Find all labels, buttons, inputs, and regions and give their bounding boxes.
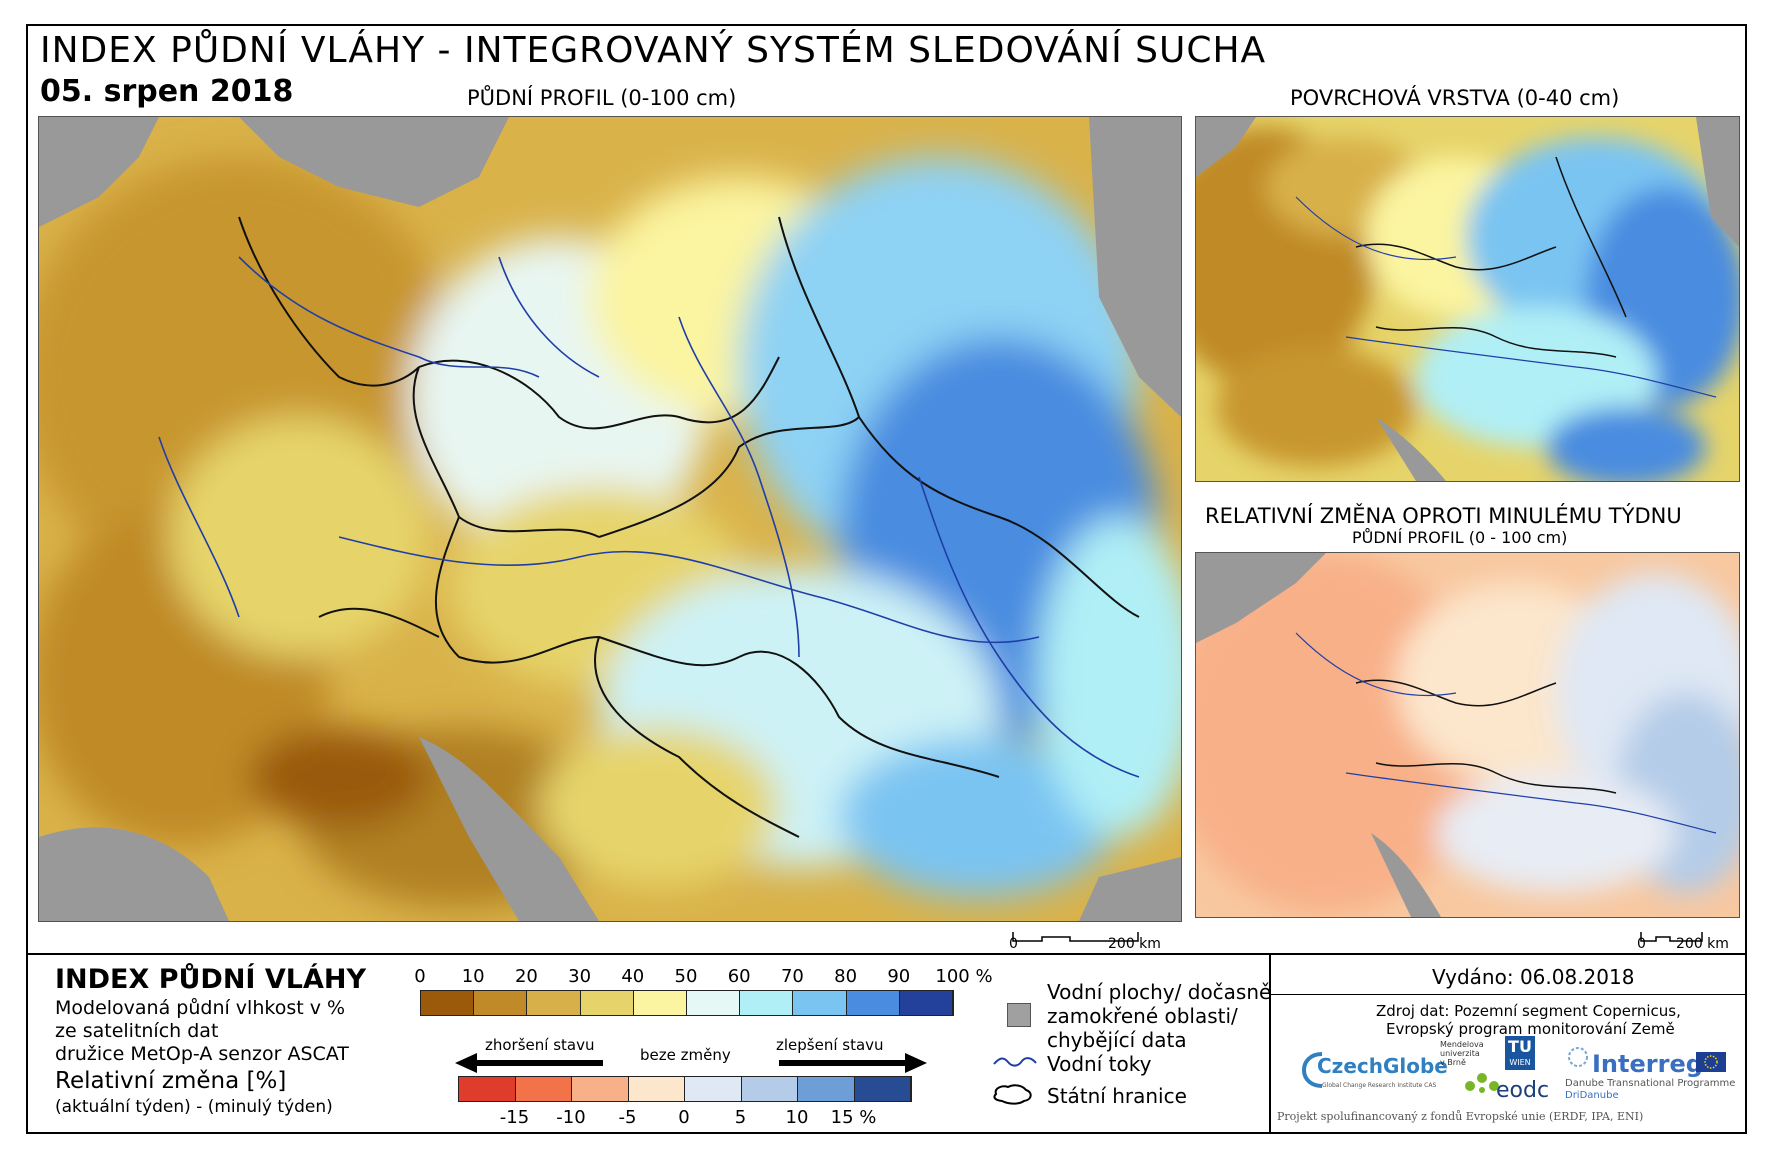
eodc-logo: eodc <box>1496 1078 1550 1103</box>
tu-wien-logo: TU WIEN <box>1505 1036 1535 1070</box>
main-soil-moisture-map <box>38 116 1182 922</box>
legend-tick-label: -10 <box>556 1107 586 1128</box>
legend-color-cell <box>421 991 475 1015</box>
legend-desc-2: ze satelitních dat <box>55 1020 219 1042</box>
legend-color-cell <box>798 1077 855 1101</box>
nochange-label: beze změny <box>640 1046 731 1064</box>
interreg-emblem-icon <box>1565 1044 1591 1070</box>
legend-tick-label: 5 <box>734 1107 747 1128</box>
legend-color-cell <box>572 1077 629 1101</box>
legend-tick-label: 50 <box>674 966 698 987</box>
czechglobe-logo <box>1301 1048 1432 1088</box>
legend-color-cell <box>740 991 794 1015</box>
water-label-3: chybějící data <box>1047 1028 1187 1052</box>
moisture-color-bar <box>420 990 954 1016</box>
legend-tick-label: 100 % <box>935 966 993 987</box>
legend-desc-3: družice MetOp-A senzor ASCAT <box>55 1043 349 1065</box>
date-label: 05. srpen 2018 <box>40 74 294 109</box>
legend-tick-label: 0 <box>678 1107 690 1128</box>
water-label-1: Vodní plochy/ dočasně <box>1047 980 1272 1004</box>
czechglobe-sub: Global Change Research Institute CAS <box>1322 1082 1437 1089</box>
project-note: Projekt spolufinancovaný z fondů Evropsk… <box>1277 1110 1644 1123</box>
main-map-scalebar <box>1012 928 1140 946</box>
change-map-scalebar <box>1640 928 1704 946</box>
borders-label: Státní hranice <box>1047 1084 1187 1108</box>
interreg-sub-1: Danube Transnational Programme <box>1565 1078 1736 1089</box>
water-swatch <box>1007 1003 1031 1027</box>
legend-color-cell <box>515 1077 572 1101</box>
moisture-tick-labels: 0 10 20 30 40 50 60 70 80 90 100 % <box>414 966 992 988</box>
rivers-label: Vodní toky <box>1047 1052 1152 1076</box>
legend-desc-1: Modelovaná půdní vlhkost v % <box>55 997 346 1019</box>
legend-color-cell <box>459 1077 516 1101</box>
legend-color-cell <box>474 991 528 1015</box>
legend-tick-label: 10 <box>461 966 485 987</box>
source-line-1: Zdroj dat: Pozemní segment Copernicus, <box>1376 1002 1681 1020</box>
page-title: INDEX PŮDNÍ VLÁHY - INTEGROVANÝ SYSTÉM S… <box>40 30 1267 71</box>
surface-map-label: POVRCHOVÁ VRSTVA (0-40 cm) <box>1290 86 1620 110</box>
legend-tick-label: 20 <box>514 966 538 987</box>
border-icon <box>990 1082 1036 1106</box>
legend-tick-label: 30 <box>568 966 592 987</box>
legend-title: INDEX PŮDNÍ VLÁHY <box>55 964 367 995</box>
issued-divider <box>1271 994 1747 995</box>
legend-divider <box>26 953 1747 955</box>
interreg-sub-2: DriDanube <box>1565 1090 1619 1101</box>
legend-tick-label: -5 <box>618 1107 637 1128</box>
czechglobe-text: CzechGlobe <box>1317 1054 1448 1078</box>
legend-tick-label: 60 <box>727 966 751 987</box>
legend-color-cell <box>741 1077 798 1101</box>
footer-divider <box>1269 953 1271 1134</box>
legend-tick-label: 80 <box>834 966 858 987</box>
legend-color-cell <box>846 991 900 1015</box>
legend-color-cell <box>633 991 687 1015</box>
legend-tick-label: 10 <box>785 1107 809 1128</box>
change-tick-labels: -15 -10 -5 0 5 10 15 % <box>458 1107 910 1129</box>
issued-date: Vydáno: 06.08.2018 <box>1432 965 1635 989</box>
legend-tick-label: 40 <box>621 966 645 987</box>
relative-change-map <box>1195 552 1740 918</box>
interreg-text: Interreg <box>1592 1050 1703 1078</box>
mendel-logo <box>1462 1064 1502 1094</box>
legend-color-cell <box>580 991 634 1015</box>
better-label: zlepšení stavu <box>776 1036 884 1054</box>
legend-color-cell <box>527 991 581 1015</box>
surface-layer-map <box>1195 116 1740 482</box>
change-scale-km: 200 km <box>1676 936 1729 952</box>
legend-tick-label: 0 <box>414 966 426 987</box>
legend-tick-label: -15 <box>499 1107 530 1128</box>
legend-color-cell <box>687 991 741 1015</box>
legend-color-cell <box>899 991 953 1015</box>
legend-tick-label: 90 <box>887 966 911 987</box>
worse-label: zhoršení stavu <box>485 1036 595 1054</box>
legend-tick-label: 70 <box>780 966 804 987</box>
mendel-text: Mendelova univerzita v Brně <box>1440 1040 1484 1067</box>
change-map-label: RELATIVNÍ ZMĚNA OPROTI MINULÉMU TÝDNU <box>1205 504 1682 528</box>
change-scale-zero: 0 <box>1637 936 1646 952</box>
change-arrows <box>453 1050 929 1076</box>
legend-color-cell <box>628 1077 685 1101</box>
water-label-2: zamokřené oblasti/ <box>1047 1004 1238 1028</box>
eu-flag-icon <box>1696 1052 1726 1072</box>
change-map-sublabel: PŮDNÍ PROFIL (0 - 100 cm) <box>1352 528 1568 547</box>
river-icon <box>992 1054 1038 1068</box>
source-line-2: Evropský program monitorování Země <box>1386 1020 1675 1038</box>
legend-color-cell <box>793 991 847 1015</box>
legend-tick-label: 15 % <box>830 1107 877 1128</box>
legend-color-cell <box>685 1077 742 1101</box>
legend-color-cell <box>854 1077 911 1101</box>
change-legend-title: Relativní změna [%] <box>55 1068 287 1094</box>
main-map-label: PŮDNÍ PROFIL (0-100 cm) <box>467 86 737 110</box>
change-color-bar <box>458 1076 912 1102</box>
main-scale-km: 200 km <box>1108 936 1161 952</box>
change-legend-desc: (aktuální týden) - (minulý týden) <box>55 1097 333 1117</box>
main-scale-zero: 0 <box>1009 936 1018 952</box>
